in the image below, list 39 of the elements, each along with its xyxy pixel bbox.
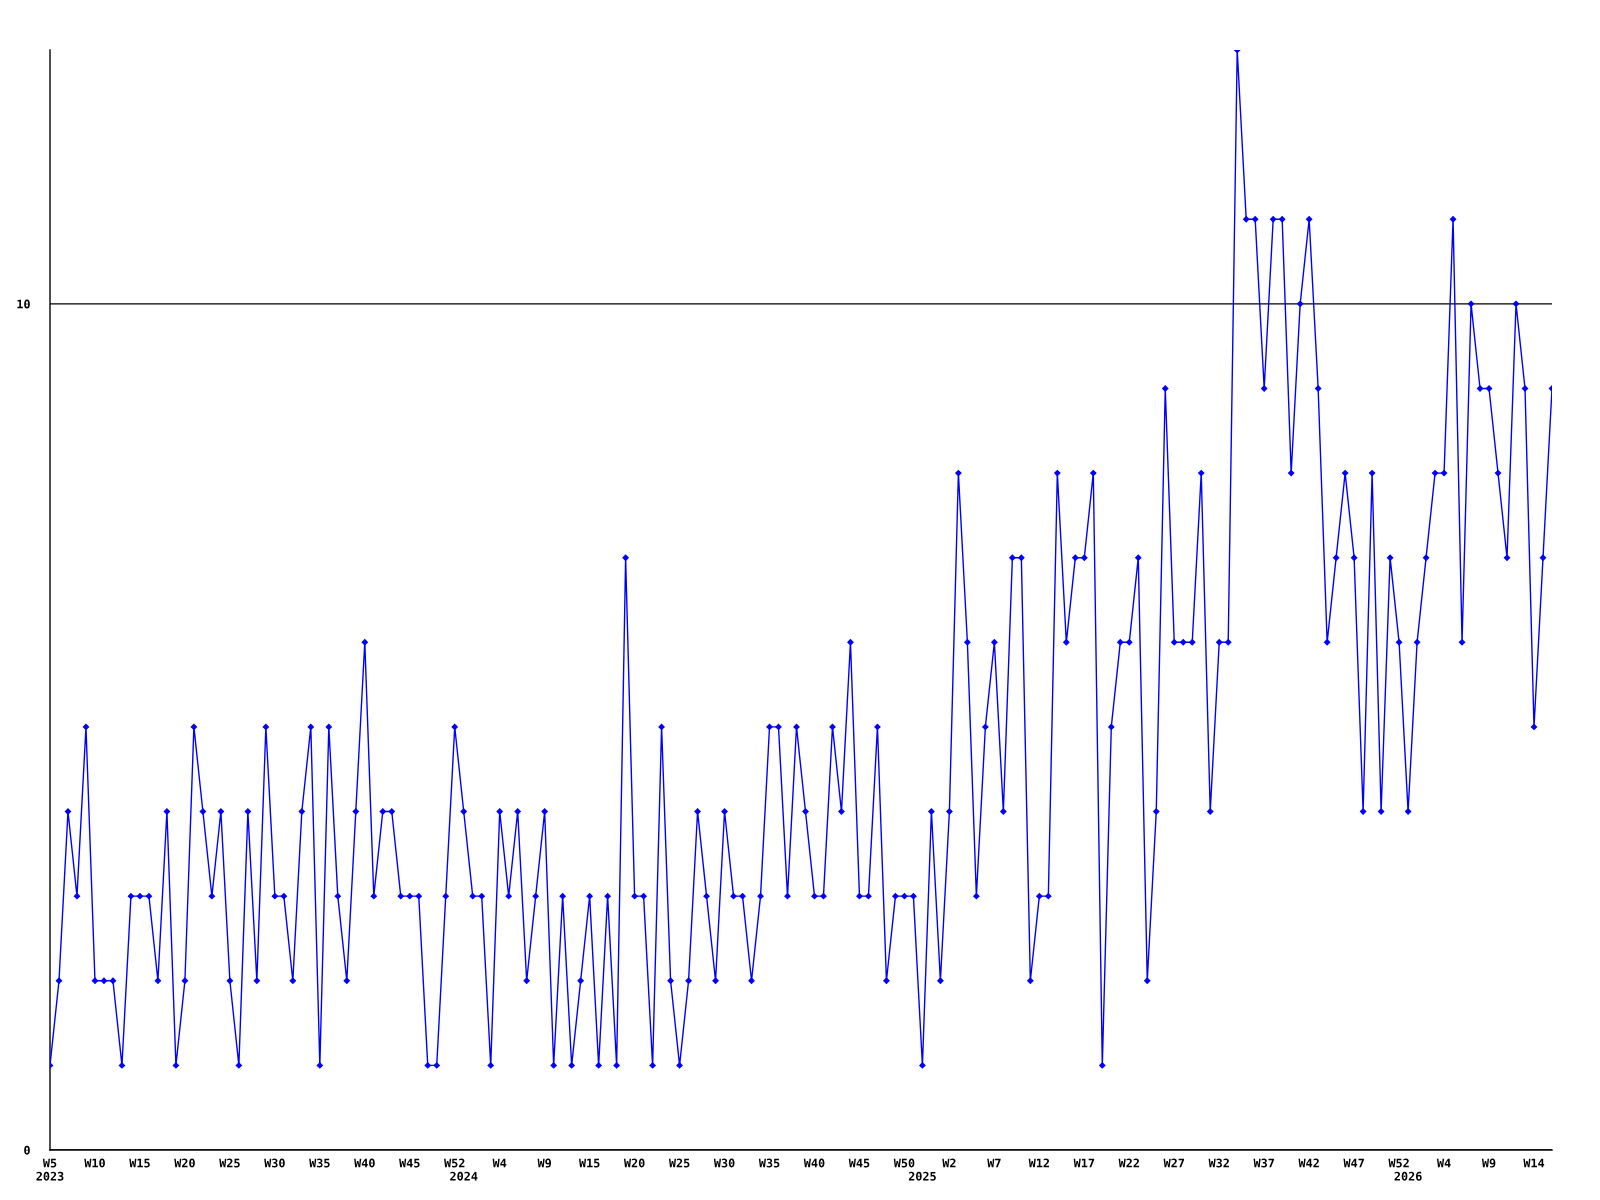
x-tick-label: W50 <box>893 1158 915 1168</box>
x-tick-label: W15 <box>578 1158 600 1168</box>
x-tick-label: W17 <box>1073 1158 1095 1168</box>
x-tick-label: W7 <box>987 1158 1001 1168</box>
x-tick-label: W25 <box>219 1158 240 1168</box>
x-tick-label: W4 <box>492 1158 507 1168</box>
x-tick-label: 2024 <box>450 1171 478 1181</box>
x-tick-label: W4 <box>1436 1158 1451 1168</box>
x-tick-label: W20 <box>174 1158 195 1168</box>
x-tick-label: W9 <box>1481 1158 1496 1168</box>
x-tick-label: W30 <box>713 1158 735 1168</box>
y-tick-label: 10 <box>17 299 30 309</box>
x-tick-label: W45 <box>848 1158 870 1168</box>
y-tick-label: 0 <box>24 1145 30 1155</box>
x-tick-label: W40 <box>803 1158 825 1168</box>
x-tick-label: W5 2023 <box>36 1158 64 1181</box>
x-tick-label: W30 <box>264 1158 285 1168</box>
x-tick-label: W42 <box>1298 1158 1319 1168</box>
x-tick-label: W32 <box>1208 1158 1229 1168</box>
x-tick-label: W35 <box>758 1158 780 1168</box>
x-tick-label: W22 <box>1118 1158 1139 1168</box>
x-tick-label: W45 <box>399 1158 420 1168</box>
x-tick-label: W10 <box>84 1158 105 1168</box>
x-tick-label: W14 <box>1523 1158 1545 1168</box>
x-tick-label: W12 <box>1028 1158 1050 1168</box>
x-tick-label: W52 <box>1388 1158 1409 1168</box>
x-tick-label: W27 <box>1163 1158 1185 1168</box>
x-tick-label: W2 <box>942 1158 956 1168</box>
x-tick-label: W47 <box>1343 1158 1364 1168</box>
x-tick-label: 2025 <box>908 1171 936 1181</box>
x-tick-label: W37 <box>1253 1158 1274 1168</box>
x-tick-label: W20 <box>623 1158 645 1168</box>
x-tick-label: W9 <box>537 1158 552 1168</box>
x-tick-label: W25 <box>668 1158 690 1168</box>
x-tick-label: W52 <box>444 1158 465 1168</box>
x-tick-label: 2026 <box>1394 1171 1422 1181</box>
x-tick-label: W40 <box>354 1158 375 1168</box>
x-tick-label: W35 <box>309 1158 330 1168</box>
x-tick-label: W15 <box>129 1158 150 1168</box>
